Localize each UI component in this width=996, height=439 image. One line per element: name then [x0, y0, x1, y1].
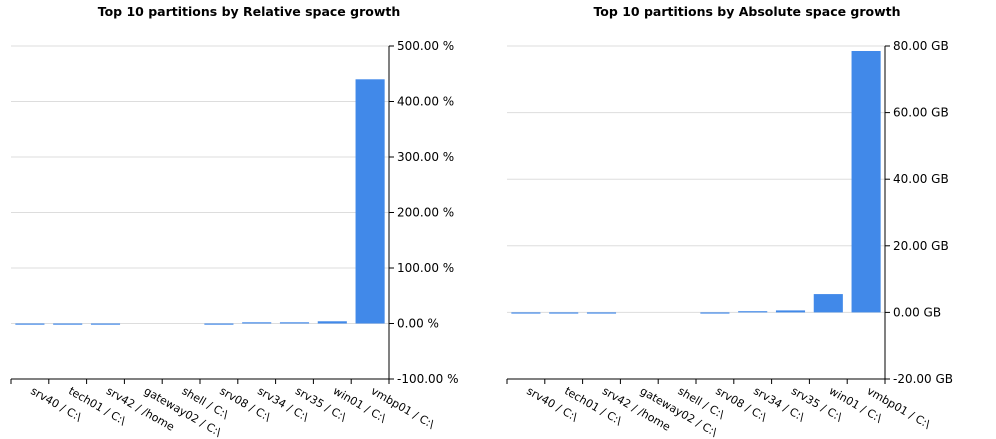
bar[interactable]	[813, 294, 843, 313]
y-tick-label: 0.00 GB	[893, 305, 941, 319]
y-tick-label: 400.00 %	[397, 95, 454, 109]
bar[interactable]	[775, 310, 806, 313]
chart-title: Top 10 partitions by Relative space grow…	[97, 4, 401, 19]
absolute-growth-plot: -20.00 GB 0.00 GB 20.00 GB 40.00 GB 60.00 GB…	[506, 39, 953, 439]
relative-growth-plot: -100.00 % 0.00 % 100.00 % 200.00 % 300.00 % 4…	[10, 39, 459, 439]
y-tick-label: 100.00 %	[397, 261, 454, 275]
absolute-growth-chart: Top 10 partitions by Absolute space grow…	[498, 0, 996, 439]
bar[interactable]	[53, 323, 83, 325]
y-tick-label: 40.00 GB	[893, 172, 949, 186]
y-tick-label: 60.00 GB	[893, 106, 949, 120]
y-tick-label: 80.00 GB	[893, 39, 949, 53]
bar[interactable]	[279, 322, 310, 324]
y-tick-label: 200.00 %	[397, 206, 454, 220]
bar[interactable]	[586, 312, 617, 314]
bar[interactable]	[317, 321, 347, 324]
bar[interactable]	[242, 322, 272, 324]
y-tick-label: -20.00 GB	[893, 372, 953, 386]
bar[interactable]	[204, 323, 234, 325]
y-tick-label: 0.00 %	[397, 317, 439, 331]
y-tick-label: 20.00 GB	[893, 239, 949, 253]
bar[interactable]	[738, 311, 768, 313]
y-tick-label: -100.00 %	[397, 372, 459, 386]
bar[interactable]	[15, 323, 45, 325]
relative-growth-chart: Top 10 partitions by Relative space grow…	[10, 4, 459, 439]
chart-title: Top 10 partitions by Absolute space grow…	[593, 4, 901, 19]
bar[interactable]	[511, 312, 541, 314]
bar[interactable]	[851, 50, 881, 313]
y-tick-label: 300.00 %	[397, 150, 454, 164]
y-tick-label: 500.00 %	[397, 39, 454, 53]
bar[interactable]	[700, 312, 730, 314]
bar[interactable]	[549, 312, 579, 314]
bar[interactable]	[355, 79, 385, 324]
bar[interactable]	[90, 323, 121, 325]
